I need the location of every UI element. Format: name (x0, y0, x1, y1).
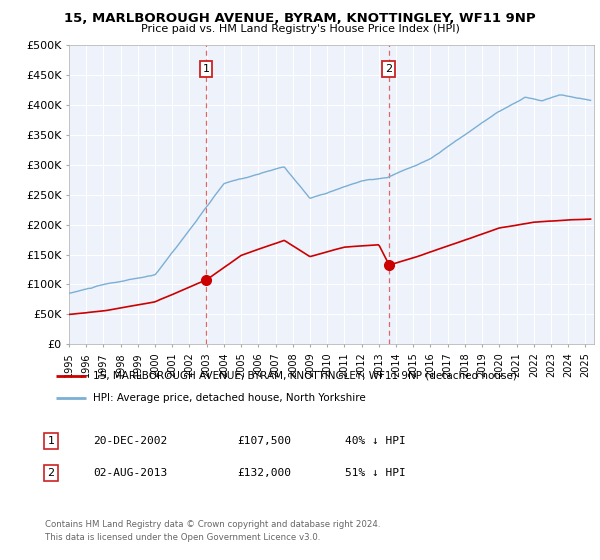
Text: Price paid vs. HM Land Registry's House Price Index (HPI): Price paid vs. HM Land Registry's House … (140, 24, 460, 34)
Text: 15, MARLBOROUGH AVENUE, BYRAM, KNOTTINGLEY, WF11 9NP: 15, MARLBOROUGH AVENUE, BYRAM, KNOTTINGL… (64, 12, 536, 25)
Text: 02-AUG-2013: 02-AUG-2013 (93, 468, 167, 478)
Text: Contains HM Land Registry data © Crown copyright and database right 2024.: Contains HM Land Registry data © Crown c… (45, 520, 380, 529)
Text: £107,500: £107,500 (237, 436, 291, 446)
Text: 20-DEC-2002: 20-DEC-2002 (93, 436, 167, 446)
Text: 15, MARLBOROUGH AVENUE, BYRAM, KNOTTINGLEY, WF11 9NP (detached house): 15, MARLBOROUGH AVENUE, BYRAM, KNOTTINGL… (93, 371, 517, 381)
Text: £132,000: £132,000 (237, 468, 291, 478)
Text: 2: 2 (385, 64, 392, 74)
Text: This data is licensed under the Open Government Licence v3.0.: This data is licensed under the Open Gov… (45, 533, 320, 542)
Text: 51% ↓ HPI: 51% ↓ HPI (345, 468, 406, 478)
Text: 1: 1 (47, 436, 55, 446)
Text: HPI: Average price, detached house, North Yorkshire: HPI: Average price, detached house, Nort… (93, 393, 366, 403)
Text: 1: 1 (203, 64, 209, 74)
Text: 40% ↓ HPI: 40% ↓ HPI (345, 436, 406, 446)
Text: 2: 2 (47, 468, 55, 478)
